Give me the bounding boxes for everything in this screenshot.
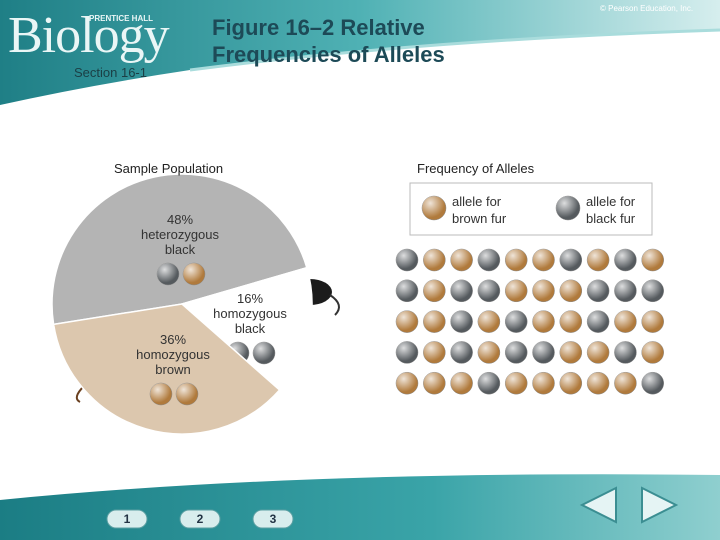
legend-swatch-shine	[556, 196, 580, 220]
allele-ball-shine	[450, 372, 473, 395]
nav-button[interactable]	[179, 509, 221, 529]
allele-ball-shine	[183, 263, 205, 285]
allele-ball-shine	[505, 249, 528, 271]
allele-ball-shine	[614, 310, 637, 333]
allele-ball-shine	[396, 372, 418, 395]
allele-ball-shine	[253, 342, 275, 364]
allele-ball-shine	[641, 341, 664, 364]
allele-ball-shine	[641, 310, 664, 333]
allele-ball-shine	[587, 341, 610, 364]
allele-ball-shine	[176, 383, 198, 405]
pie-slice	[180, 266, 313, 392]
allele-ball-shine	[450, 341, 473, 364]
allele-ball-shine	[477, 310, 500, 333]
allele-ball-shine	[150, 383, 172, 405]
nav-button-label: 3	[270, 512, 277, 526]
slice-category: homozygous brown	[136, 347, 210, 377]
allele-ball-shine	[396, 310, 418, 333]
copyright: © Pearson Education, Inc.	[600, 4, 694, 13]
allele-ball-shine	[532, 310, 555, 333]
allele-ball-shine	[423, 372, 446, 395]
allele-ball-shine	[505, 372, 528, 395]
allele-ball-shine	[505, 341, 528, 364]
allele-ball-shine	[477, 341, 500, 364]
legend-label: allele for brown fur	[452, 194, 507, 226]
allele-ball-shine	[505, 310, 528, 333]
allele-ball-shine	[559, 279, 582, 302]
slide-title: Figure 16–2 Relative Frequencies of Alle…	[212, 15, 445, 67]
legend-box	[409, 182, 653, 236]
slice-label: 36% homozygous brown	[123, 332, 223, 377]
allele-ball-shine	[477, 372, 500, 395]
allele-ball-shine	[423, 341, 446, 364]
allele-ball-shine	[641, 372, 664, 395]
pie-slice	[51, 173, 308, 326]
slice-label: 16% homozygous black	[200, 291, 300, 336]
logo: Biology	[8, 7, 170, 64]
slice-value-label: 36%	[159, 332, 187, 347]
allele-ball-shine	[587, 249, 610, 271]
allele-ball-shine	[532, 249, 555, 271]
allele-ball-shine	[587, 279, 610, 302]
allele-ball-shine	[396, 341, 418, 364]
allele-ball-shine	[423, 279, 446, 302]
allele-ball-shine	[532, 341, 555, 364]
allele-ball-shine	[396, 279, 418, 302]
allele-ball-shine	[477, 249, 500, 271]
allele-ball-shine	[157, 263, 179, 285]
footer-band	[0, 474, 720, 540]
allele-ball-shine	[423, 249, 446, 271]
allele-ball-shine	[587, 310, 610, 333]
pie-slice	[52, 303, 281, 435]
allele-ball-shine	[559, 372, 582, 395]
publisher: PRENTICE HALL	[89, 14, 153, 23]
nav-button-label: 2	[197, 512, 204, 526]
allele-ball-shine	[614, 372, 637, 395]
allele-ball-shine	[423, 310, 446, 333]
nav-controls	[579, 486, 679, 524]
allele-ball-shine	[450, 310, 473, 333]
allele-ball-shine	[477, 279, 500, 302]
allele-ball-shine	[450, 249, 473, 271]
pie-title: Sample Population	[114, 161, 224, 176]
header-edge	[189, 28, 720, 72]
slice-value-label: 16%	[236, 291, 264, 306]
allele-ball-shine	[614, 249, 637, 271]
legend-label: allele for black fur	[586, 194, 636, 226]
allele-ball-shine	[559, 310, 582, 333]
allele-ball-shine	[559, 341, 582, 364]
allele-ball-shine	[614, 279, 637, 302]
slice-category: heterozygous black	[140, 227, 220, 257]
allele-ball-shine	[587, 372, 610, 395]
allele-ball-shine	[614, 341, 637, 364]
section-label: Section 16-1	[74, 65, 147, 80]
allele-ball-shine	[396, 249, 418, 271]
slice-label: 48% heterozygous black	[130, 212, 230, 257]
allele-ball-shine	[505, 279, 528, 302]
allele-ball-shine	[450, 279, 473, 302]
allele-ball-shine	[532, 372, 555, 395]
prev-arrow[interactable]	[579, 486, 617, 524]
nav-button-label: 1	[124, 512, 131, 526]
slice-category: homozygous black	[213, 306, 287, 336]
allele-ball-shine	[641, 279, 664, 302]
slice-value-label: 48%	[166, 212, 194, 227]
next-arrow[interactable]	[641, 486, 679, 524]
allele-ball-shine	[641, 249, 664, 271]
nav-button[interactable]	[106, 509, 148, 529]
allele-title: Frequency of Alleles	[417, 161, 535, 176]
legend-swatch-shine	[422, 196, 446, 220]
nav-button[interactable]	[252, 509, 294, 529]
allele-ball-shine	[559, 249, 582, 271]
header-band	[0, 0, 720, 105]
allele-ball-shine	[532, 279, 555, 302]
